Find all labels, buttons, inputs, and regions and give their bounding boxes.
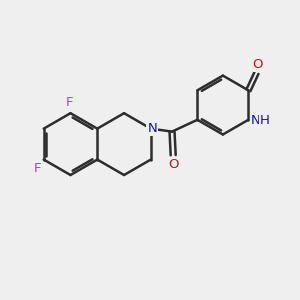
Text: F: F [66, 95, 74, 109]
Text: O: O [168, 158, 178, 171]
Text: H: H [260, 114, 269, 127]
Text: F: F [34, 163, 42, 176]
Text: N: N [147, 122, 157, 135]
Text: O: O [252, 58, 263, 71]
Text: N: N [251, 114, 261, 127]
